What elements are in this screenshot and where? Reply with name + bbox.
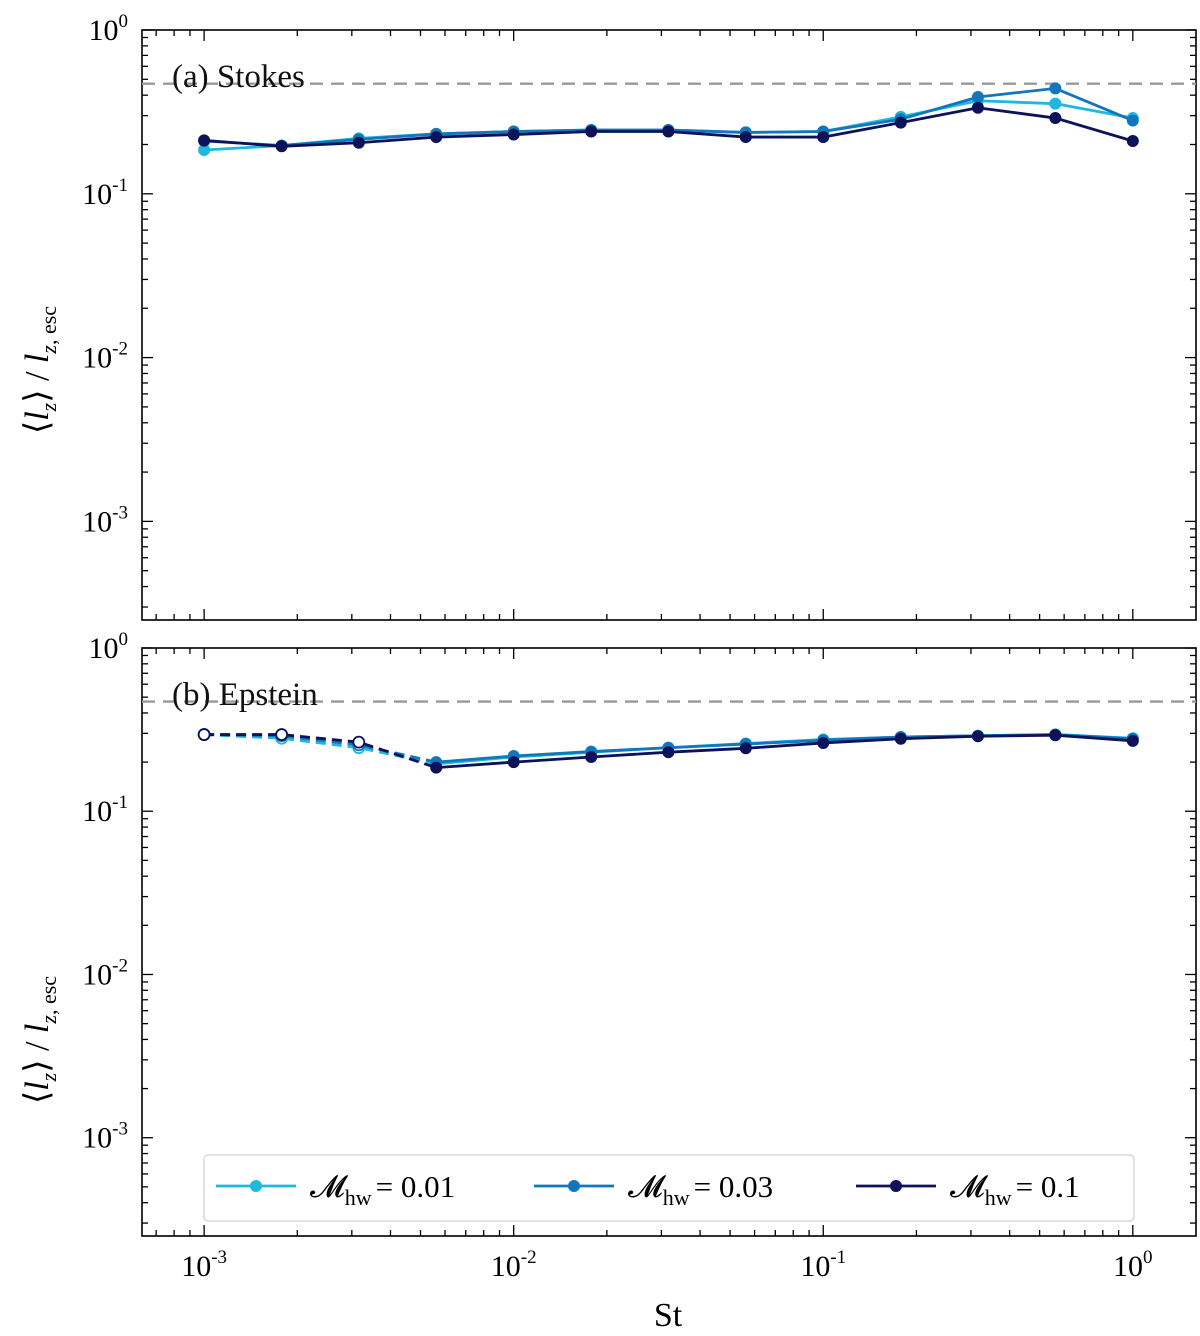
legend-marker <box>890 1180 902 1192</box>
legend-marker <box>568 1180 580 1192</box>
data-point <box>739 742 752 755</box>
x-tick-label: 10-3 <box>181 1247 227 1283</box>
legend-label: 𝓜hw = 0.03 <box>628 1169 773 1210</box>
plot-frame <box>141 647 1197 1237</box>
plot-frame <box>141 29 1197 621</box>
y-axis-title-panel-a: ⟨lz⟩ / lz, esc <box>19 306 61 434</box>
y-axis-title-panel-b: ⟨lz⟩ / lz, esc <box>19 976 61 1104</box>
y-tick-label: 10-2 <box>82 339 128 375</box>
series-3 <box>198 101 1139 153</box>
data-point <box>1049 97 1062 110</box>
y-tick-label: 100 <box>89 629 129 665</box>
data-point <box>1126 734 1139 747</box>
legend-frame <box>203 1154 1135 1222</box>
y-tick-label: 10-1 <box>82 792 128 828</box>
data-point <box>1126 135 1139 148</box>
data-point <box>1049 82 1062 95</box>
data-point <box>971 90 984 103</box>
x-tick-label: 100 <box>1113 1247 1153 1283</box>
y-tick-label: 10-3 <box>82 1119 128 1155</box>
legend-label: 𝓜hw = 0.1 <box>950 1169 1080 1210</box>
y-tick-label: 10-1 <box>82 175 128 211</box>
data-point <box>585 750 598 763</box>
series-line <box>436 733 1133 764</box>
data-point <box>585 125 598 138</box>
data-point <box>430 131 443 144</box>
data-point <box>662 125 675 138</box>
data-point <box>507 756 520 769</box>
data-point <box>507 128 520 141</box>
series-line <box>436 733 1133 770</box>
data-point <box>1049 729 1062 742</box>
legend-label: 𝓜hw = 0.01 <box>310 1169 455 1210</box>
y-tick-label: 100 <box>89 11 129 47</box>
data-point <box>971 101 984 114</box>
data-point <box>198 134 211 147</box>
data-point <box>894 116 907 129</box>
data-point <box>739 131 752 144</box>
data-point <box>352 735 366 749</box>
data-point <box>1049 112 1062 125</box>
x-tick-label: 10-2 <box>491 1247 537 1283</box>
data-point <box>275 728 289 741</box>
series-line-dashed <box>204 733 437 769</box>
legend-entry: 𝓜hw = 0.03 <box>534 1169 773 1210</box>
data-point <box>197 728 211 741</box>
series-2 <box>198 82 1139 152</box>
data-point <box>430 761 443 774</box>
legend-marker <box>250 1180 262 1192</box>
data-point <box>894 732 907 745</box>
data-point <box>662 746 675 759</box>
data-point <box>817 131 830 144</box>
y-tick-label: 10-2 <box>82 955 128 991</box>
x-tick-label: 10-1 <box>800 1247 846 1283</box>
data-point <box>352 136 365 149</box>
data-point <box>275 140 288 153</box>
svg-text:⟨lz⟩ / lz, esc: ⟨lz⟩ / lz, esc <box>19 976 61 1104</box>
x-axis-title: St <box>654 1297 683 1334</box>
svg-text:⟨lz⟩ / lz, esc: ⟨lz⟩ / lz, esc <box>19 306 61 434</box>
panel-label: (a) Stokes <box>172 59 305 95</box>
legend: 𝓜hw = 0.01 𝓜hw = 0.03 𝓜hw = 0.1 <box>203 1154 1135 1222</box>
panel-a-stokes: 100 10-1 10-2 10-3 (a) Stokes <box>82 11 1197 621</box>
panel-b-epstein: 100 10-1 10-2 10-3 10-3 10-2 10-1 100 (b) Epstei… <box>82 629 1197 1283</box>
data-point <box>1126 114 1139 127</box>
data-point <box>971 730 984 743</box>
series-3 <box>197 728 1139 774</box>
legend-entry: 𝓜hw = 0.1 <box>856 1169 1080 1210</box>
y-tick-label: 10-3 <box>82 502 128 538</box>
panel-label: (b) Epstein <box>172 677 318 713</box>
data-point <box>817 736 830 749</box>
legend-entry: 𝓜hw = 0.01 <box>216 1169 455 1210</box>
